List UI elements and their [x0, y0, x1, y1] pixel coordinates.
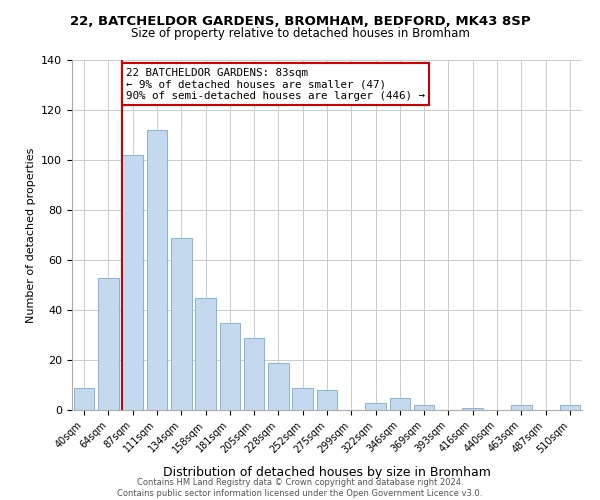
Bar [244, 338, 265, 410]
Bar [146, 130, 167, 410]
Y-axis label: Number of detached properties: Number of detached properties [26, 148, 35, 322]
Bar [511, 405, 532, 410]
Bar [195, 298, 216, 410]
Bar [463, 408, 483, 410]
Bar [220, 322, 240, 410]
Bar [171, 238, 191, 410]
Bar [268, 362, 289, 410]
Bar [122, 155, 143, 410]
Text: Contains HM Land Registry data © Crown copyright and database right 2024.
Contai: Contains HM Land Registry data © Crown c… [118, 478, 482, 498]
Bar [365, 402, 386, 410]
Bar [292, 388, 313, 410]
Bar [414, 405, 434, 410]
Text: 22, BATCHELDOR GARDENS, BROMHAM, BEDFORD, MK43 8SP: 22, BATCHELDOR GARDENS, BROMHAM, BEDFORD… [70, 15, 530, 28]
X-axis label: Distribution of detached houses by size in Bromham: Distribution of detached houses by size … [163, 466, 491, 479]
Text: 22 BATCHELDOR GARDENS: 83sqm
← 9% of detached houses are smaller (47)
90% of sem: 22 BATCHELDOR GARDENS: 83sqm ← 9% of det… [126, 68, 425, 100]
Bar [560, 405, 580, 410]
Bar [98, 278, 119, 410]
Bar [317, 390, 337, 410]
Text: Size of property relative to detached houses in Bromham: Size of property relative to detached ho… [131, 28, 469, 40]
Bar [389, 398, 410, 410]
Bar [74, 388, 94, 410]
